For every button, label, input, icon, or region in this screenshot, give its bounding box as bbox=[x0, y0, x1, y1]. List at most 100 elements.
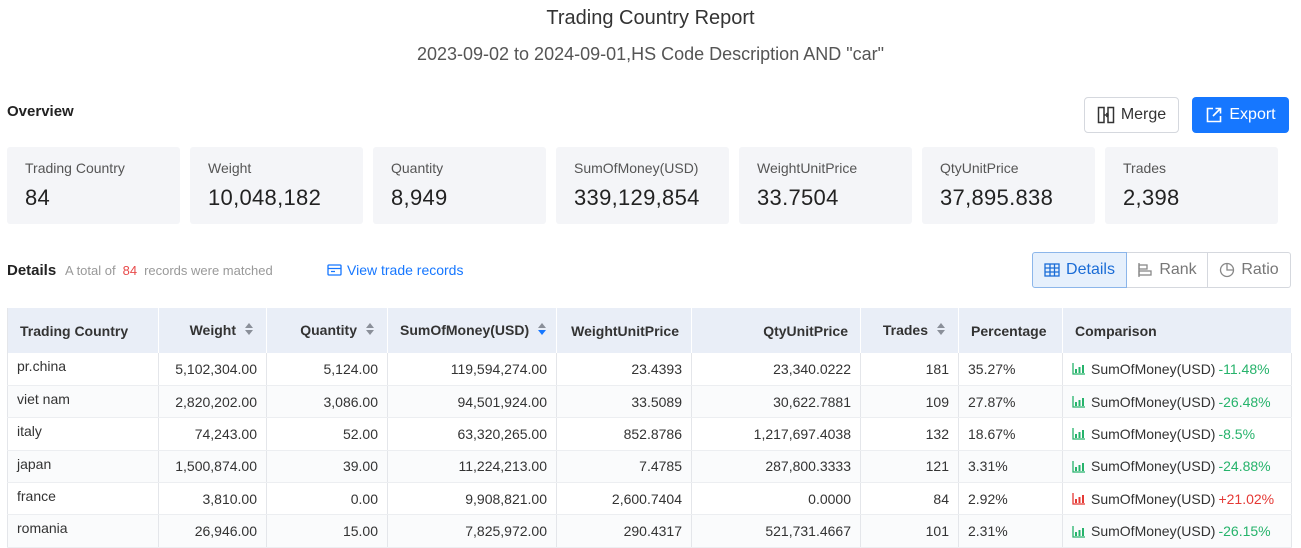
comparison-change: -26.48% bbox=[1218, 393, 1271, 410]
records-matched-text: A total of 84 records were matched bbox=[65, 263, 273, 278]
card-value: 2,398 bbox=[1123, 185, 1180, 210]
column-header-qty-unit-price[interactable]: QtyUnitPrice bbox=[691, 308, 861, 353]
cell-comparison[interactable]: SumOfMoney(USD) -11.48% bbox=[1062, 353, 1292, 386]
cell-comparison[interactable]: SumOfMoney(USD) -26.48% bbox=[1062, 385, 1292, 419]
trend-chart-icon bbox=[1072, 362, 1086, 376]
column-header-weight-unit-price[interactable]: WeightUnitPrice bbox=[556, 308, 692, 353]
trend-chart-icon bbox=[1072, 460, 1086, 473]
tab-rank[interactable]: Rank bbox=[1127, 252, 1208, 288]
export-button[interactable]: Export bbox=[1192, 97, 1289, 133]
merge-icon bbox=[1097, 106, 1115, 124]
cell-percentage: 2.31% bbox=[958, 514, 1063, 548]
cell-percentage: 27.87% bbox=[958, 385, 1063, 419]
comparison-change: -8.5% bbox=[1218, 425, 1256, 442]
cell-qty-unit-price: 521,731.4667 bbox=[691, 514, 861, 548]
card-value: 84 bbox=[25, 185, 51, 210]
card-label: QtyUnitPrice bbox=[940, 160, 1019, 176]
cell-sum-of-money: 9,908,821.00 bbox=[387, 482, 557, 516]
card-qty-unit-price: QtyUnitPrice 37,895.838 bbox=[922, 147, 1095, 224]
column-header-sum-of-money[interactable]: SumOfMoney(USD) bbox=[387, 308, 557, 353]
table-row[interactable]: france 3,810.00 0.00 9,908,821.00 2,600.7404… bbox=[7, 482, 1292, 516]
table-row[interactable]: italy 74,243.00 52.00 63,320,265.00 852.8786… bbox=[7, 417, 1292, 451]
cell-comparison[interactable]: SumOfMoney(USD) -26.15% bbox=[1062, 514, 1292, 548]
view-trade-records-link[interactable]: View trade records bbox=[327, 262, 463, 278]
cell-country: viet nam bbox=[7, 385, 159, 419]
card-label: Trading Country bbox=[25, 160, 125, 176]
overview-heading: Overview bbox=[7, 103, 74, 120]
column-header-trading-country[interactable]: Trading Country bbox=[7, 308, 159, 353]
cell-weight: 5,102,304.00 bbox=[158, 353, 267, 386]
cell-percentage: 2.92% bbox=[958, 482, 1063, 516]
column-header-comparison[interactable]: Comparison bbox=[1062, 308, 1292, 353]
table-row[interactable]: viet nam 2,820,202.00 3,086.00 94,501,924.0… bbox=[7, 385, 1292, 419]
cell-sum-of-money: 11,224,213.00 bbox=[387, 450, 557, 484]
cell-comparison[interactable]: SumOfMoney(USD) -24.88% bbox=[1062, 450, 1292, 484]
comparison-label: SumOfMoney(USD) bbox=[1091, 458, 1216, 475]
table-row[interactable]: pr.china 5,102,304.00 5,124.00 119,594,274.… bbox=[7, 353, 1292, 386]
cell-trades: 84 bbox=[860, 482, 959, 516]
card-label: Weight bbox=[208, 160, 252, 176]
cell-sum-of-money: 63,320,265.00 bbox=[387, 417, 557, 451]
report-subtitle: 2023-09-02 to 2024-09-01,HS Code Descrip… bbox=[416, 44, 885, 64]
tab-details[interactable]: Details bbox=[1032, 252, 1127, 288]
sort-icon[interactable] bbox=[936, 322, 946, 339]
cell-quantity: 3,086.00 bbox=[266, 385, 388, 419]
table-header-row: Trading Country Weight Quantity SumOfMon… bbox=[7, 308, 1292, 353]
cell-trades: 132 bbox=[860, 417, 959, 451]
card-trades: Trades 2,398 bbox=[1105, 147, 1278, 224]
trend-chart-icon bbox=[1072, 525, 1086, 538]
cell-quantity: 52.00 bbox=[266, 417, 388, 451]
column-header-percentage[interactable]: Percentage bbox=[958, 308, 1063, 353]
cell-trades: 181 bbox=[860, 353, 959, 386]
cell-percentage: 3.31% bbox=[958, 450, 1063, 484]
cell-comparison[interactable]: SumOfMoney(USD) +21.02% bbox=[1062, 482, 1292, 516]
cell-weight-unit-price: 7.4785 bbox=[556, 450, 692, 484]
card-value: 37,895.838 bbox=[940, 185, 1054, 210]
cell-weight-unit-price: 852.8786 bbox=[556, 417, 692, 451]
tab-ratio[interactable]: Ratio bbox=[1208, 252, 1291, 288]
comparison-change: -11.48% bbox=[1218, 360, 1270, 377]
cell-sum-of-money: 119,594,274.00 bbox=[387, 353, 557, 386]
cell-quantity: 5,124.00 bbox=[266, 353, 388, 386]
cell-country: japan bbox=[7, 450, 159, 484]
cell-country: france bbox=[7, 482, 159, 516]
comparison-label: SumOfMoney(USD) bbox=[1091, 490, 1216, 507]
card-weight-unit-price: WeightUnitPrice 33.7504 bbox=[739, 147, 912, 224]
export-label: Export bbox=[1229, 106, 1276, 123]
report-title: Trading Country Report bbox=[546, 7, 755, 29]
sort-icon[interactable] bbox=[244, 322, 254, 339]
sort-icon[interactable] bbox=[365, 322, 375, 339]
comparison-label: SumOfMoney(USD) bbox=[1091, 523, 1216, 540]
cell-country: pr.china bbox=[7, 353, 159, 386]
table-icon bbox=[1044, 263, 1060, 277]
comparison-label: SumOfMoney(USD) bbox=[1091, 393, 1216, 410]
card-weight: Weight 10,048,182 bbox=[190, 147, 363, 224]
view-trade-records-label: View trade records bbox=[347, 262, 464, 278]
pie-icon bbox=[1219, 262, 1235, 278]
card-sum-of-money: SumOfMoney(USD) 339,129,854 bbox=[556, 147, 729, 224]
cell-qty-unit-price: 0.0000 bbox=[691, 482, 861, 516]
tab-details-label: Details bbox=[1066, 261, 1115, 278]
column-header-weight[interactable]: Weight bbox=[158, 308, 267, 353]
cell-trades: 101 bbox=[860, 514, 959, 548]
card-trading-country: Trading Country 84 bbox=[7, 147, 180, 224]
cell-sum-of-money: 94,501,924.00 bbox=[387, 385, 557, 419]
card-label: WeightUnitPrice bbox=[757, 160, 858, 176]
column-header-trades[interactable]: Trades bbox=[860, 308, 959, 353]
matched-prefix: A total of bbox=[65, 263, 116, 278]
bar-rank-icon bbox=[1137, 262, 1153, 278]
card-value: 339,129,854 bbox=[574, 185, 700, 210]
details-heading: Details bbox=[7, 262, 57, 279]
table-row[interactable]: romania 26,946.00 15.00 7,825,972.00 290.431… bbox=[7, 514, 1292, 548]
column-header-quantity[interactable]: Quantity bbox=[266, 308, 388, 353]
tab-ratio-label: Ratio bbox=[1241, 261, 1279, 278]
sort-desc-icon[interactable] bbox=[537, 322, 547, 339]
view-toggle: Details Rank Ratio bbox=[1032, 252, 1291, 288]
merge-button[interactable]: Merge bbox=[1084, 97, 1179, 133]
cell-weight: 2,820,202.00 bbox=[158, 385, 267, 419]
cell-comparison[interactable]: SumOfMoney(USD) -8.5% bbox=[1062, 417, 1292, 451]
card-label: SumOfMoney(USD) bbox=[574, 160, 699, 176]
matched-count: 84 bbox=[122, 263, 138, 278]
table-row[interactable]: japan 1,500,874.00 39.00 11,224,213.00 7.478… bbox=[7, 450, 1292, 484]
comparison-change: +21.02% bbox=[1218, 490, 1275, 507]
